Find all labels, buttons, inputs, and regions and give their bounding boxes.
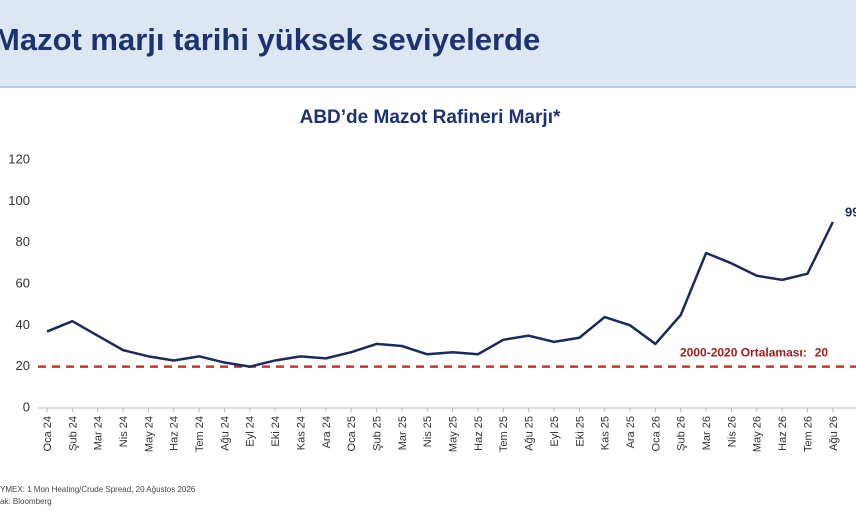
x-tick-label: Şub 25 bbox=[371, 416, 383, 451]
header: Mazot marjı tarihi yüksek seviyelerde bbox=[0, 0, 856, 88]
x-tick-label: May 25 bbox=[448, 416, 460, 452]
data-line bbox=[46, 221, 834, 368]
x-tick-label: Haz 24 bbox=[169, 416, 181, 451]
x-tick-label: Mar 26 bbox=[701, 416, 713, 450]
x-tick-label: May 26 bbox=[752, 416, 764, 452]
x-tick-label: Şub 24 bbox=[67, 416, 79, 451]
x-tick-label: Oca 24 bbox=[42, 416, 54, 451]
footnote: YMEX: 1 Mon Heating/Crude Spread, 20 Ağu… bbox=[0, 485, 196, 494]
x-tick-label: Tem 26 bbox=[802, 416, 814, 452]
x-tick-label: Haz 26 bbox=[777, 416, 789, 451]
x-tick-label: Nis 26 bbox=[726, 416, 738, 447]
x-tick-label: Ağu 26 bbox=[828, 416, 840, 451]
x-tick-label: Tem 24 bbox=[194, 416, 206, 452]
x-tick-label: Ağu 24 bbox=[219, 416, 231, 451]
x-tick-label: Tem 25 bbox=[498, 416, 510, 452]
footnote: ak: Bloomberg bbox=[0, 497, 52, 506]
x-tick-label: Oca 25 bbox=[346, 416, 358, 451]
x-tick-label: Nis 24 bbox=[118, 416, 130, 447]
x-tick-label: Oca 26 bbox=[650, 416, 662, 451]
x-tick-label: Mar 25 bbox=[397, 416, 409, 450]
x-tick-label: Ağu 25 bbox=[524, 416, 536, 451]
page-title: Mazot marjı tarihi yüksek seviyelerde bbox=[0, 22, 541, 57]
chart-title: ABD’de Mazot Rafineri Marjı* bbox=[300, 107, 561, 128]
y-tick-label: 100 bbox=[8, 193, 30, 208]
reference-label-text: 2000-2020 Ortalaması: bbox=[680, 346, 807, 360]
x-tick-label: Eyl 24 bbox=[245, 416, 257, 447]
y-tick-label: 60 bbox=[16, 275, 30, 290]
x-tick-label: Şub 26 bbox=[676, 416, 688, 451]
x-tick-label: Nis 25 bbox=[422, 416, 434, 447]
x-tick-label: Eki 25 bbox=[574, 416, 586, 447]
x-tick-label: Eki 24 bbox=[270, 416, 282, 447]
reference-label-value: 20 bbox=[815, 346, 829, 360]
reference-label: 2000-2020 Ortalaması: 20 bbox=[680, 346, 828, 360]
y-tick-label: 40 bbox=[16, 317, 30, 332]
x-tick-label: Ara 24 bbox=[321, 416, 333, 448]
y-tick-label: 20 bbox=[16, 358, 30, 373]
y-tick-label: 120 bbox=[8, 151, 30, 166]
y-tick-label: 80 bbox=[16, 234, 30, 249]
x-tick-label: May 24 bbox=[143, 416, 155, 452]
x-tick-label: Haz 25 bbox=[473, 416, 485, 451]
x-tick-label: Kas 24 bbox=[295, 416, 307, 450]
x-tick-label: Kas 25 bbox=[600, 416, 612, 450]
end-label: 99 bbox=[845, 204, 856, 219]
x-tick-label: Ara 25 bbox=[625, 416, 637, 448]
x-tick-label: Eyl 25 bbox=[549, 416, 561, 447]
y-tick-label: 0 bbox=[23, 399, 30, 414]
x-tick-label: Mar 24 bbox=[93, 416, 105, 450]
